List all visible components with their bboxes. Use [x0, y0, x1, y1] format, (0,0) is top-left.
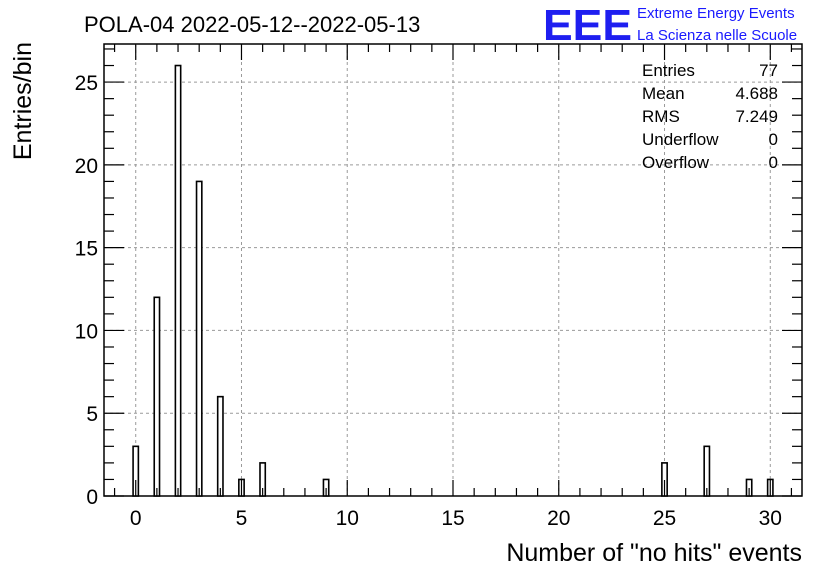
y-tick-label: 25	[75, 72, 98, 95]
chart-title: POLA-04 2022-05-12--2022-05-13	[84, 12, 420, 37]
x-tick-label: 0	[130, 507, 142, 530]
stats-underflow-label: Underflow	[642, 130, 719, 149]
x-axis-title: Number of "no hits" events	[506, 539, 802, 567]
stats-overflow-label: Overflow	[642, 153, 710, 172]
x-tick-label: 25	[653, 507, 676, 530]
stats-entries-label: Entries	[642, 61, 695, 80]
stats-underflow-value: 0	[769, 130, 778, 149]
y-axis-title: Entries/bin	[9, 42, 37, 160]
y-tick-label: 20	[75, 155, 98, 178]
grid-lines	[104, 44, 802, 496]
x-tick-label: 20	[547, 507, 570, 530]
histogram-bar	[174, 64, 182, 497]
stats-overflow-value: 0	[769, 153, 778, 172]
eee-logo-line2: La Scienza nelle Scuole	[637, 27, 797, 44]
eee-logo-mark: EEE	[543, 1, 632, 50]
y-tick-labels: 0 5 10 15 20 25	[75, 72, 98, 509]
axis-ticks	[104, 44, 802, 497]
y-tick-label: 5	[86, 403, 98, 426]
stats-rms-value: 7.249	[735, 107, 778, 126]
stats-mean-label: Mean	[642, 84, 685, 103]
eee-logo-line1: Extreme Energy Events	[637, 5, 795, 22]
histogram-bar	[195, 180, 203, 497]
y-tick-label: 10	[75, 320, 98, 343]
x-tick-label: 15	[441, 507, 464, 530]
histogram-bar	[216, 395, 224, 497]
x-tick-label: 10	[336, 507, 359, 530]
y-tick-label: 15	[75, 238, 98, 261]
stats-mean-value: 4.688	[735, 84, 778, 103]
stats-entries-value: 77	[759, 61, 778, 80]
eee-logo: EEE Extreme Energy Events La Scienza nel…	[543, 1, 797, 50]
x-tick-label: 30	[759, 507, 782, 530]
histogram-bar	[153, 296, 161, 497]
stats-rms-label: RMS	[642, 107, 680, 126]
stats-box: Entries 77 Mean 4.688 RMS 7.249 Underflo…	[642, 61, 778, 172]
x-tick-labels: 0 5 10 15 20 25 30	[130, 507, 782, 530]
y-tick-label: 0	[86, 486, 98, 509]
x-tick-label: 5	[236, 507, 248, 530]
